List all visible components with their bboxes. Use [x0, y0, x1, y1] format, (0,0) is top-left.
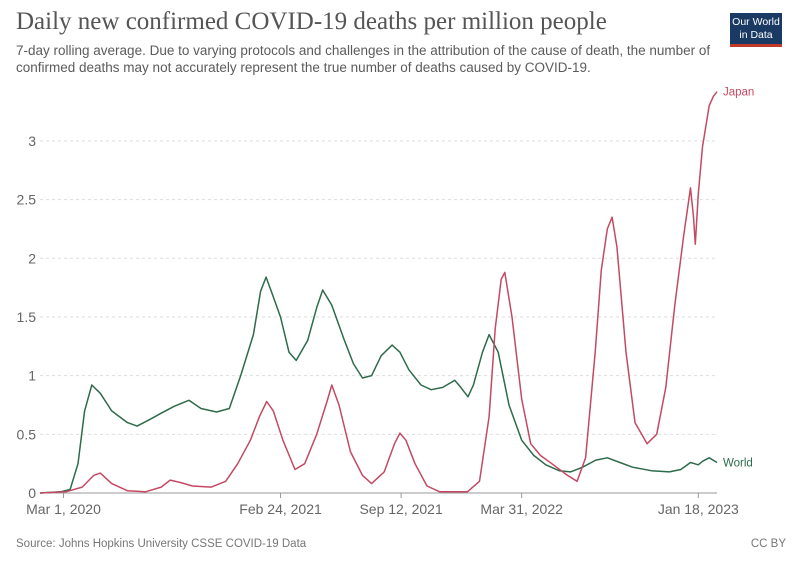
grid	[40, 140, 717, 435]
series-label-world: World	[723, 457, 753, 469]
x-tick-label: Sep 12, 2021	[359, 501, 443, 517]
logo-line-2: in Data	[739, 29, 773, 41]
logo-line-1: Our World	[732, 16, 780, 28]
y-tick-label: 0	[28, 485, 36, 501]
y-tick-label: 2	[28, 250, 36, 266]
line-chart: 0 0.5 1 1.5 2 2.5 3 Mar 1, 2020 Feb 24, 2021 Sep …	[17, 87, 755, 517]
source-note[interactable]: Source: Johns Hopkins University CSSE CO…	[16, 538, 307, 550]
y-tick-label: 1	[28, 368, 36, 384]
x-tick-label: Jan 18, 2023	[658, 501, 739, 517]
series-line-japan	[39, 91, 718, 494]
y-tick-label: 3	[28, 133, 36, 149]
series-labels: World Japan	[723, 87, 754, 470]
axes: 0 0.5 1 1.5 2 2.5 3 Mar 1, 2020 Feb 24, 2021 Sep …	[17, 133, 739, 517]
series-line-world	[39, 276, 718, 494]
x-tick-label: Feb 24, 2021	[239, 501, 322, 517]
y-tick-label: 2.5	[17, 192, 37, 208]
x-tick-label: Mar 1, 2020	[26, 501, 101, 517]
x-tick-label: Mar 31, 2022	[480, 501, 563, 517]
y-tick-label: 1.5	[17, 309, 37, 325]
series-lines	[39, 91, 718, 494]
license-link[interactable]: CC BY	[750, 538, 786, 550]
owid-logo[interactable]: Our World in Data	[730, 13, 782, 47]
series-label-japan: Japan	[723, 87, 754, 99]
chart-subtitle: 7-day rolling average. Due to varying pr…	[16, 43, 711, 75]
y-tick-label: 0.5	[17, 426, 37, 442]
chart-title: Daily new confirmed COVID-19 deaths per …	[16, 8, 607, 35]
